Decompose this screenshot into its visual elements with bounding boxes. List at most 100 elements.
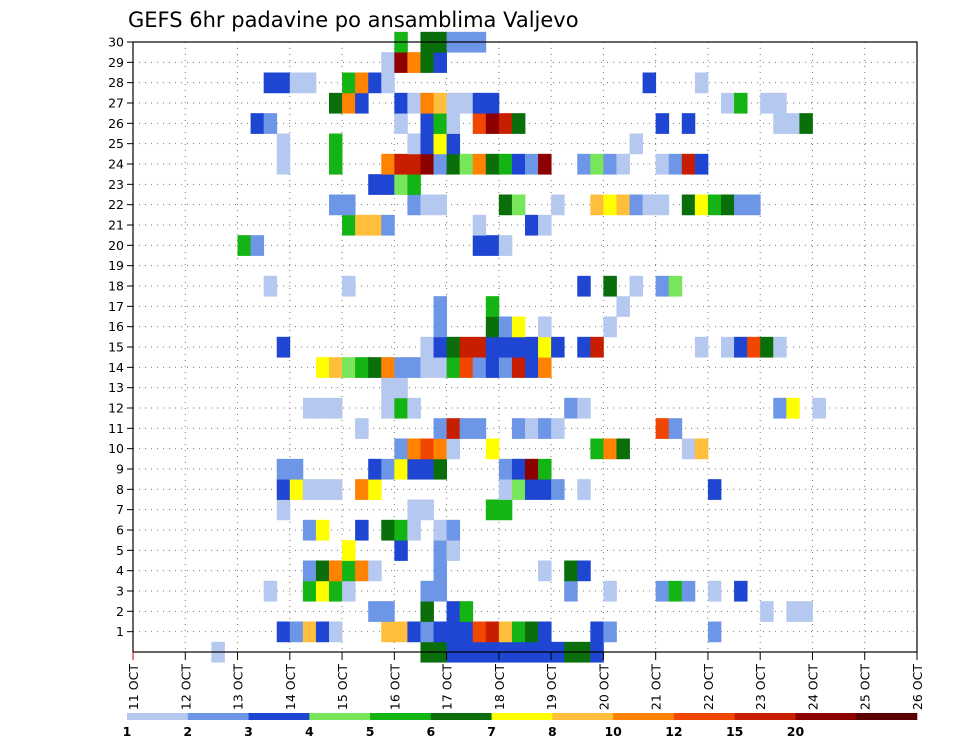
heatmap-cell bbox=[433, 194, 447, 216]
heatmap-cell bbox=[786, 113, 800, 134]
heatmap-cell bbox=[773, 113, 787, 134]
heatmap-cell bbox=[329, 621, 343, 643]
heatmap-cell bbox=[472, 235, 487, 256]
heatmap-cell bbox=[263, 113, 278, 134]
heatmap-cell bbox=[734, 92, 748, 114]
heatmap-cell bbox=[433, 52, 447, 73]
heatmap-cell bbox=[538, 316, 552, 338]
heatmap-cell bbox=[603, 580, 617, 602]
heatmap-cell bbox=[734, 580, 748, 602]
y-tick-label: 8 bbox=[116, 482, 124, 497]
heatmap-cell bbox=[577, 153, 591, 175]
heatmap-cell bbox=[355, 214, 369, 236]
heatmap-cell bbox=[368, 601, 382, 622]
heatmap-cell bbox=[485, 92, 500, 114]
heatmap-cell bbox=[511, 621, 526, 643]
heatmap-cell bbox=[315, 621, 330, 643]
heatmap-cell bbox=[276, 336, 291, 358]
legend-swatch bbox=[430, 713, 492, 720]
legend-label: 5 bbox=[366, 724, 375, 739]
heatmap-cell bbox=[407, 438, 421, 460]
heatmap-cell bbox=[747, 336, 761, 358]
heatmap-cell bbox=[368, 479, 382, 500]
heatmap-cell bbox=[420, 194, 434, 216]
heatmap-cell bbox=[485, 316, 500, 338]
heatmap-cell bbox=[342, 214, 356, 236]
legend-label: 6 bbox=[426, 724, 435, 739]
heatmap-cell bbox=[289, 621, 304, 643]
heatmap-cell bbox=[446, 133, 461, 155]
heatmap-cell bbox=[420, 357, 434, 378]
heatmap-cell bbox=[694, 336, 709, 358]
legend-swatch bbox=[673, 713, 735, 720]
heatmap-cell bbox=[525, 336, 539, 358]
heatmap-cell bbox=[420, 336, 434, 358]
heatmap-cell bbox=[342, 357, 356, 378]
heatmap-cell bbox=[342, 72, 356, 94]
x-axis-ticks: 11 OCT 12 OCT 13 OCT 14 OCT 15 OCT 16 OCT 17 O… bbox=[126, 652, 925, 710]
heatmap-cell bbox=[263, 275, 278, 297]
heatmap-cell bbox=[394, 438, 408, 460]
heatmap-cell bbox=[629, 194, 643, 216]
heatmap-cell bbox=[590, 153, 604, 175]
heatmap-cell bbox=[655, 275, 670, 297]
heatmap-cell bbox=[551, 479, 565, 500]
heatmap-cell bbox=[342, 580, 356, 602]
heatmap-cell bbox=[420, 153, 434, 175]
heatmap-cell bbox=[302, 479, 317, 500]
heatmap-cell bbox=[773, 397, 787, 419]
heatmap-cell bbox=[472, 336, 487, 358]
heatmap-cell bbox=[446, 540, 461, 561]
x-tick-label: 26 OCT bbox=[910, 664, 925, 710]
heatmap-cell bbox=[498, 235, 513, 256]
y-tick-label: 13 bbox=[108, 380, 124, 395]
heatmap-cell bbox=[485, 296, 500, 317]
heatmap-cell bbox=[446, 153, 461, 175]
heatmap-cell bbox=[498, 499, 513, 521]
heatmap-cell bbox=[446, 601, 461, 622]
heatmap-cell bbox=[511, 113, 526, 134]
x-tick-label: 13 OCT bbox=[231, 664, 246, 710]
heatmap-cell bbox=[459, 357, 474, 378]
heatmap-cell bbox=[760, 601, 774, 622]
legend-label: 3 bbox=[244, 724, 253, 739]
x-tick-label: 25 OCT bbox=[858, 664, 873, 710]
heatmap-cell bbox=[315, 479, 330, 500]
heatmap-cell bbox=[564, 397, 578, 419]
heatmap-cell bbox=[538, 153, 552, 175]
heatmap-cell bbox=[538, 357, 552, 378]
heatmap-cell bbox=[603, 438, 617, 460]
y-tick-label: 18 bbox=[108, 279, 124, 294]
heatmap-cell bbox=[538, 621, 552, 643]
x-tick-label: 19 OCT bbox=[544, 664, 559, 710]
heatmap-cell bbox=[394, 357, 408, 378]
heatmap-cell bbox=[577, 560, 591, 582]
legend-label: 20 bbox=[787, 724, 805, 739]
heatmap-cell bbox=[472, 92, 487, 114]
heatmap-cell bbox=[485, 499, 500, 521]
heatmap-cell bbox=[446, 336, 461, 358]
heatmap-cell bbox=[655, 194, 670, 216]
heatmap-cell bbox=[590, 194, 604, 216]
heatmap-cell bbox=[498, 357, 513, 378]
heatmap-cell bbox=[681, 194, 696, 216]
heatmap-cell bbox=[302, 397, 317, 419]
y-tick-label: 5 bbox=[116, 543, 124, 558]
heatmap-cell bbox=[407, 52, 421, 73]
heatmap-cell bbox=[355, 560, 369, 582]
heatmap-cell bbox=[433, 458, 447, 480]
heatmap-cell bbox=[394, 52, 408, 73]
x-tick-label: 12 OCT bbox=[178, 664, 193, 710]
heatmap-cell bbox=[394, 458, 408, 480]
heatmap-cell bbox=[511, 418, 526, 439]
legend-label: 12 bbox=[665, 724, 682, 739]
heatmap-cell bbox=[538, 214, 552, 236]
heatmap-cell bbox=[329, 357, 343, 378]
heatmap-cell bbox=[407, 519, 421, 541]
y-tick-label: 26 bbox=[108, 116, 124, 131]
heatmap-cell bbox=[590, 336, 604, 358]
heatmap-cell bbox=[355, 519, 369, 541]
heatmap-cell bbox=[577, 275, 591, 297]
heatmap-cell bbox=[381, 397, 395, 419]
legend-swatch bbox=[795, 713, 857, 720]
